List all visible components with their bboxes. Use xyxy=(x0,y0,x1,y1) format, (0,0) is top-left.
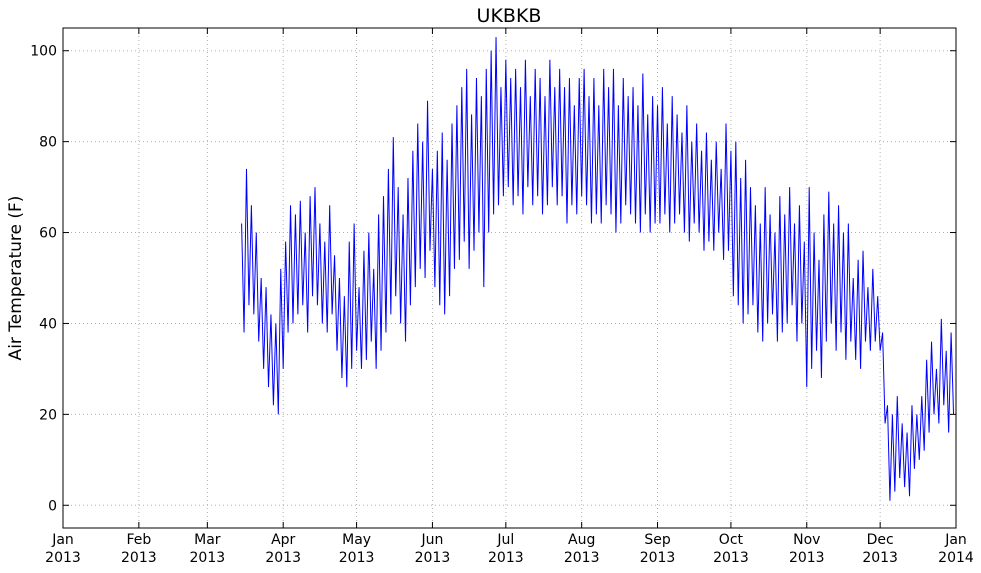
x-tick-label: Jul 2013 xyxy=(488,532,524,566)
x-tick-label: Mar 2013 xyxy=(190,532,226,566)
x-tick-label: Aug 2013 xyxy=(564,532,600,566)
x-tick-label: Feb 2013 xyxy=(121,532,157,566)
x-tick-label: Oct 2013 xyxy=(713,532,749,566)
x-tick-label: Dec 2013 xyxy=(862,532,898,566)
y-tick-label: 40 xyxy=(39,316,57,332)
x-tick-label: Apr 2013 xyxy=(265,532,301,566)
x-tick-label: Nov 2013 xyxy=(789,532,825,566)
x-tick-label: May 2013 xyxy=(339,532,375,566)
x-tick-label: Sep 2013 xyxy=(640,532,676,566)
y-tick-label: 60 xyxy=(39,226,57,242)
y-tick-label: 80 xyxy=(39,135,57,151)
x-tick-label: Jan 2014 xyxy=(938,532,974,566)
y-tick-label: 100 xyxy=(30,44,57,60)
x-tick-label: Jan 2013 xyxy=(45,532,81,566)
plot-frame xyxy=(62,27,957,529)
x-tick-label: Jun 2013 xyxy=(415,532,451,566)
y-axis-label: Air Temperature (F) xyxy=(6,196,26,361)
y-tick-label: 0 xyxy=(48,498,57,514)
y-tick-label: 20 xyxy=(39,407,57,423)
data-line xyxy=(241,37,955,501)
chart-title: UKBKB xyxy=(477,5,542,27)
